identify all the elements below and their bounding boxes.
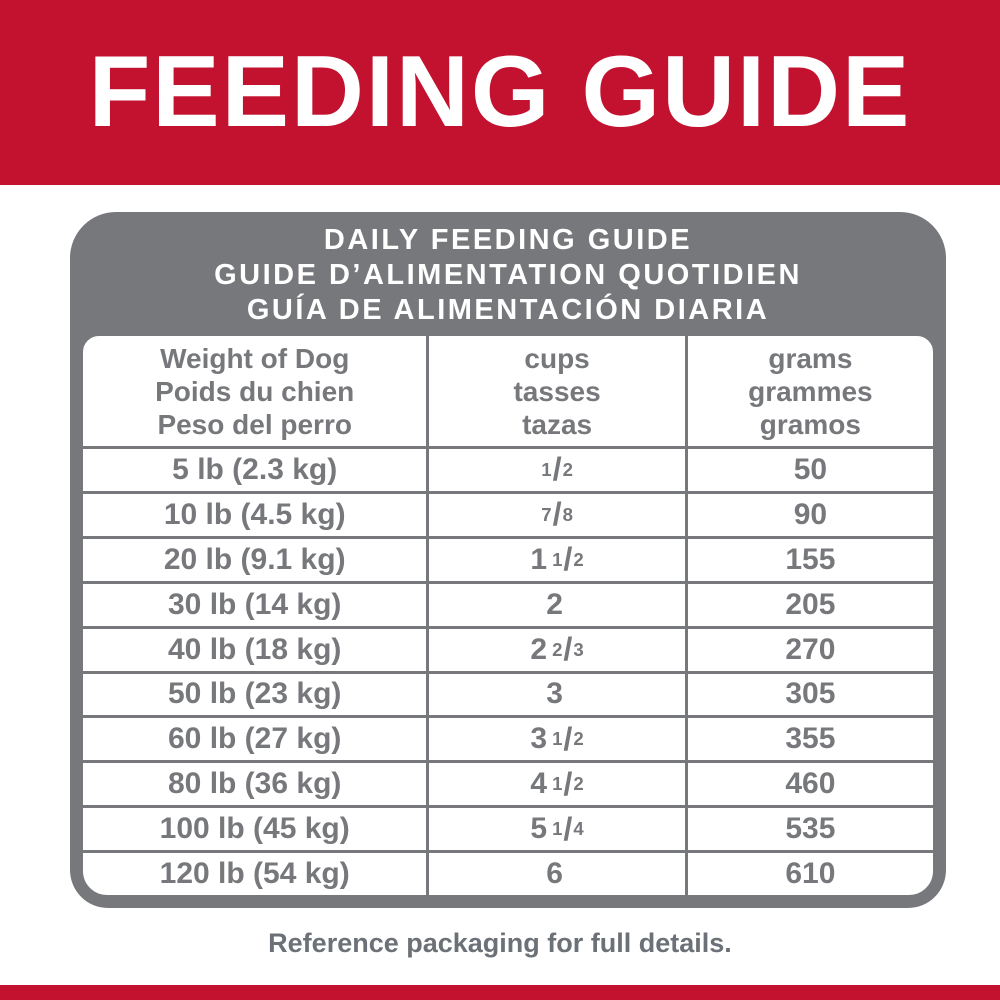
banner-title: FEEDING GUIDE [88, 36, 912, 148]
grams-cell: 460 [684, 763, 933, 806]
feeding-table: Weight of Dog Poids du chien Peso del pe… [77, 330, 939, 901]
cups-column-header: cups tasses tazas [426, 336, 684, 446]
grams-cell: 155 [684, 538, 933, 581]
table-row: 100 lb (45 kg) 5 1/4 535 [83, 805, 933, 851]
cups-cell: 5 1/4 [426, 808, 684, 851]
cups-cell: 1/2 [426, 449, 684, 491]
weight-cell: 10 lb (4.5 kg) [163, 497, 346, 531]
cups-header-fr: tasses [513, 375, 601, 407]
grams-cell: 90 [684, 493, 933, 536]
grams-header-fr: grammes [748, 375, 873, 407]
weight-cell: 60 lb (27 kg) [167, 722, 342, 756]
grams-header-en: grams [768, 342, 853, 374]
footer-note: Reference packaging for full details. [268, 928, 732, 958]
weight-cell: 50 lb (23 kg) [167, 677, 342, 711]
grams-cell: 270 [684, 628, 933, 671]
table-row: 60 lb (27 kg) 3 1/2 355 [83, 715, 933, 761]
cups-cell: 1 1/2 [426, 538, 684, 581]
cups-header-es: tazas [522, 408, 593, 440]
table-row: 5 lb (2.3 kg) 1/2 50 [83, 446, 933, 491]
table-row: 50 lb (23 kg) 3 305 [83, 670, 933, 716]
bottom-red-strip [0, 985, 1000, 1000]
cups-cell: 4 1/2 [426, 763, 684, 806]
weight-cell: 80 lb (36 kg) [167, 767, 342, 801]
weight-column-header: Weight of Dog Poids du chien Peso del pe… [83, 336, 426, 446]
grams-cell: 355 [684, 718, 933, 761]
weight-cell: 40 lb (18 kg) [167, 632, 342, 666]
cups-cell: 2 [426, 583, 684, 626]
grams-header-es: gramos [759, 408, 861, 440]
panel-title-es: GUÍA DE ALIMENTACIÓN DIARIA [246, 294, 770, 326]
weight-cell: 120 lb (54 kg) [159, 857, 350, 891]
daily-feeding-guide-panel: DAILY FEEDING GUIDE GUIDE D’ALIMENTATION… [70, 212, 946, 908]
weight-header-es: Peso del perro [157, 408, 352, 440]
grams-cell: 50 [684, 449, 933, 491]
cups-cell: 2 2/3 [426, 628, 684, 671]
weight-cell: 100 lb (45 kg) [159, 812, 350, 846]
table-row: 80 lb (36 kg) 4 1/2 460 [83, 760, 933, 806]
feeding-guide-banner: FEEDING GUIDE [0, 0, 1000, 185]
grams-cell: 305 [684, 673, 933, 716]
grams-column-header: grams grammes gramos [684, 336, 933, 446]
table-header-row: Weight of Dog Poids du chien Peso del pe… [83, 336, 933, 446]
table-body: 5 lb (2.3 kg) 1/2 50 10 lb (4.5 kg) 7/8 … [83, 446, 933, 895]
table-row: 40 lb (18 kg) 2 2/3 270 [83, 625, 933, 671]
panel-title-en: DAILY FEEDING GUIDE [323, 224, 693, 256]
cups-cell: 7/8 [426, 493, 684, 536]
weight-cell: 5 lb (2.3 kg) [172, 452, 338, 486]
table-row: 120 lb (54 kg) 6 610 [83, 850, 933, 895]
weight-header-fr: Poids du chien [155, 375, 355, 407]
panel-title-fr: GUIDE D’ALIMENTATION QUOTIDIEN [214, 259, 802, 291]
cups-cell: 3 [426, 673, 684, 716]
cups-cell: 6 [426, 853, 684, 895]
table-row: 10 lb (4.5 kg) 7/8 90 [83, 490, 933, 536]
cups-cell: 3 1/2 [426, 718, 684, 761]
weight-header-en: Weight of Dog [160, 342, 350, 374]
grams-cell: 610 [684, 853, 933, 895]
grams-cell: 205 [684, 583, 933, 626]
table-row: 30 lb (14 kg) 2 205 [83, 580, 933, 626]
panel-title: DAILY FEEDING GUIDE GUIDE D’ALIMENTATION… [70, 223, 946, 328]
cups-header-en: cups [524, 342, 590, 374]
weight-cell: 30 lb (14 kg) [167, 587, 342, 621]
table-row: 20 lb (9.1 kg) 1 1/2 155 [83, 535, 933, 581]
grams-cell: 535 [684, 808, 933, 851]
weight-cell: 20 lb (9.1 kg) [163, 542, 346, 576]
